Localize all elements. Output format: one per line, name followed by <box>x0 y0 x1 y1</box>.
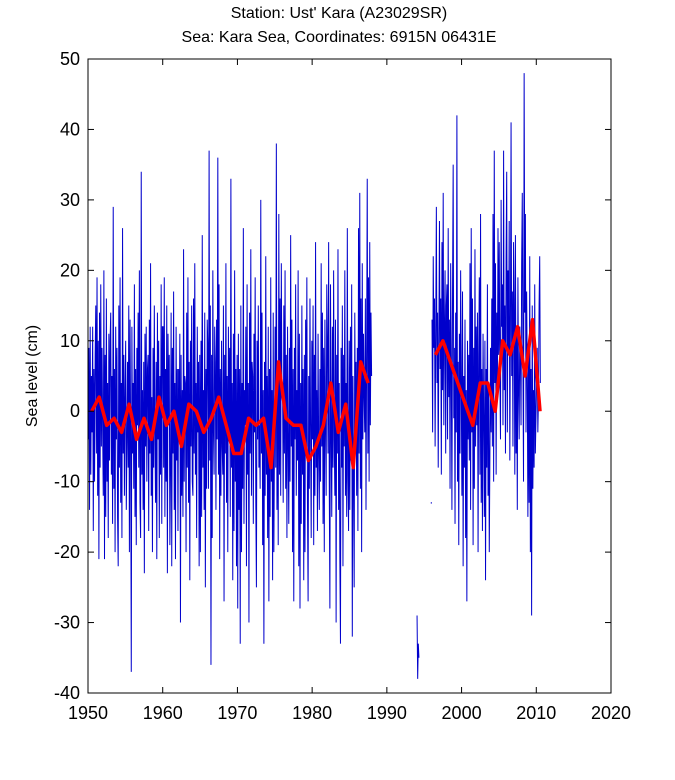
annual-mean-line-segment <box>90 360 370 470</box>
chart-subtitle: Sea: Kara Sea, Coordinates: 6915N 06431E <box>182 29 497 46</box>
x-tick-label: 1960 <box>143 703 183 723</box>
monthly-line-segment <box>416 615 420 679</box>
annual-mean-line-segment <box>433 317 542 428</box>
x-axis: 1950 1960 1970 1980 1990 2000 2010 2020 <box>68 59 631 723</box>
x-tick-label: 1990 <box>367 703 407 723</box>
y-tick-label: 50 <box>60 49 80 69</box>
y-tick-label: 0 <box>70 401 80 421</box>
y-tick-label: 10 <box>60 331 80 351</box>
y-tick-label: -40 <box>54 683 80 703</box>
x-tick-label: 2000 <box>442 703 482 723</box>
monthly-line-segment <box>431 73 541 616</box>
plot-area <box>87 73 542 679</box>
x-tick-label: 1970 <box>217 703 257 723</box>
x-tick-label: 2010 <box>516 703 556 723</box>
y-axis-label: Sea level (cm) <box>24 325 41 427</box>
monthly-series <box>87 73 541 679</box>
x-tick-label: 2020 <box>591 703 631 723</box>
y-axis: -40 -30 -20 -10 0 10 20 30 40 50 <box>54 49 611 703</box>
y-tick-label: -30 <box>54 613 80 633</box>
y-tick-label: -20 <box>54 542 80 562</box>
x-tick-label: 1950 <box>68 703 108 723</box>
monthly-line-segment <box>87 143 373 672</box>
monthly-point <box>430 502 432 504</box>
axes-frame <box>87 58 612 694</box>
y-tick-label: 40 <box>60 119 80 139</box>
annual-series <box>90 317 542 470</box>
x-tick-label: 1980 <box>292 703 332 723</box>
y-tick-label: 30 <box>60 190 80 210</box>
chart-title: Station: Ust' Kara (A23029SR) <box>231 5 448 22</box>
y-tick-label: -10 <box>54 472 80 492</box>
y-tick-label: 20 <box>60 260 80 280</box>
